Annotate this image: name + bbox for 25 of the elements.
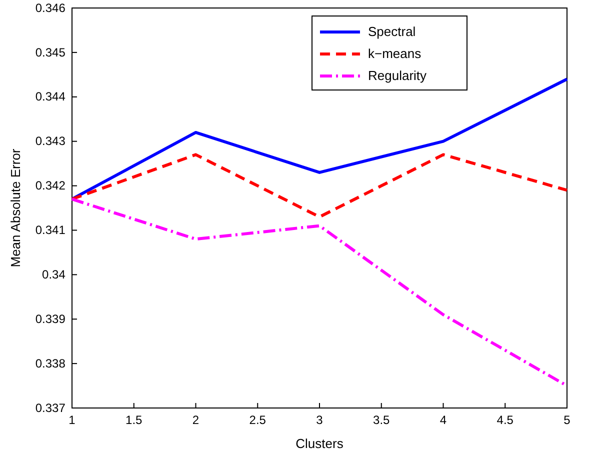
x-tick-label: 3 <box>316 413 324 428</box>
y-tick-label: 0.338 <box>35 356 66 370</box>
y-tick-label: 0.345 <box>35 45 66 60</box>
y-tick-label: 0.346 <box>35 0 66 15</box>
line-series <box>70 153 568 218</box>
x-tick-label: 5 <box>564 413 571 428</box>
y-tick-label: 0.34 <box>42 268 66 282</box>
legend-label: Spectral <box>368 24 416 39</box>
y-tick-label: 0.342 <box>35 178 66 193</box>
legend-label: Regularity <box>368 68 428 83</box>
x-axis-title: Clusters <box>296 436 344 451</box>
x-tick-label: 4 <box>440 413 447 428</box>
x-tick-label: 2 <box>192 413 200 428</box>
x-tick-label: 1.5 <box>126 413 143 428</box>
y-tick-label: 0.343 <box>35 134 66 148</box>
legend-label: k−means <box>368 46 422 61</box>
y-tick-label: 0.344 <box>35 90 66 104</box>
x-tick-label: 1 <box>68 413 76 428</box>
y-tick-label: 0.339 <box>35 312 66 326</box>
y-tick-label: 0.341 <box>35 223 66 238</box>
x-tick-label: 4.5 <box>496 413 514 428</box>
y-axis-title: Mean Absolute Error <box>8 148 23 268</box>
x-tick-label: 3.5 <box>373 413 390 428</box>
x-tick-label: 2.5 <box>249 413 266 428</box>
y-tick-label: 0.337 <box>35 400 66 415</box>
